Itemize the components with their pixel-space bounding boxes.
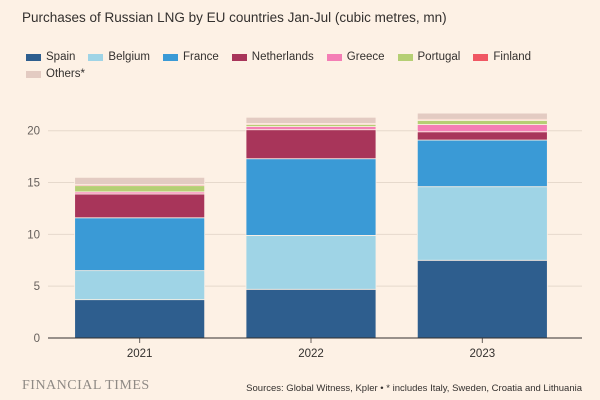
bar-segment-netherlands-2022: [245, 129, 377, 160]
bar-segment-france-2023: [416, 139, 548, 188]
legend-item-greece: Greece: [326, 50, 385, 64]
legend-swatch: [231, 53, 247, 61]
chart-title: Purchases of Russian LNG by EU countries…: [22, 10, 447, 25]
legend-label: Netherlands: [251, 51, 314, 63]
bar-segment-greece-2023: [416, 124, 548, 133]
legend-label: Finland: [493, 51, 532, 63]
bar-segment-others-2021: [74, 176, 206, 186]
legend-label: Greece: [346, 51, 385, 63]
bar-segment-others-2022: [245, 116, 377, 124]
source-note: Sources: Global Witness, Kpler • * inclu…: [246, 383, 582, 394]
legend-label: France: [182, 51, 219, 63]
legend-item-spain: Spain: [26, 50, 75, 64]
legend-item-others: Others*: [26, 67, 85, 81]
bar-segment-belgium-2021: [74, 270, 206, 301]
brand-logo: FINANCIAL TIMES: [22, 378, 150, 393]
bar-segment-netherlands-2021: [74, 193, 206, 219]
legend-item-finland: Finland: [473, 50, 531, 64]
legend-swatch: [26, 70, 41, 78]
legend-swatch: [397, 53, 413, 61]
bar-segment-belgium-2022: [245, 234, 377, 290]
y-tick-label: 0: [34, 333, 40, 345]
legend-swatch: [162, 53, 178, 61]
x-tick-label: 2021: [127, 348, 153, 360]
bar-segment-netherlands-2023: [416, 131, 548, 141]
legend-swatch: [88, 53, 104, 61]
x-tick-label: 2023: [470, 348, 496, 360]
legend-swatch: [473, 53, 489, 61]
bar-segment-france-2022: [245, 158, 377, 236]
legend-item-netherlands: Netherlands: [231, 50, 314, 64]
bar-segment-spain-2022: [245, 288, 377, 339]
bar-segment-others-2023: [416, 112, 548, 120]
y-tick-label: 20: [27, 126, 40, 138]
legend-item-france: France: [162, 50, 219, 64]
bar-segment-portugal-2021: [74, 185, 206, 193]
legend-label: Portugal: [417, 51, 461, 63]
legend-label: Others*: [46, 68, 85, 80]
bar-segment-spain-2023: [416, 259, 548, 339]
y-tick-label: 15: [27, 178, 40, 190]
bar-segment-spain-2021: [74, 299, 206, 339]
chart-legend: Spain Belgium France Netherlands Greece Portu…: [26, 50, 586, 81]
legend-swatch: [26, 53, 41, 61]
legend-item-portugal: Portugal: [397, 50, 461, 64]
bar-segment-portugal-2023: [416, 119, 548, 125]
y-tick-label: 10: [27, 229, 40, 241]
legend-swatch: [326, 53, 342, 61]
bar-segment-greece-2022: [245, 126, 377, 131]
y-tick-label: 5: [34, 281, 40, 293]
legend-item-belgium: Belgium: [88, 50, 150, 64]
x-tick-label: 2022: [298, 348, 324, 360]
legend-label: Belgium: [108, 51, 150, 63]
legend-label: Spain: [46, 51, 76, 63]
bar-segment-belgium-2023: [416, 186, 548, 261]
bar-segment-france-2021: [74, 217, 206, 272]
